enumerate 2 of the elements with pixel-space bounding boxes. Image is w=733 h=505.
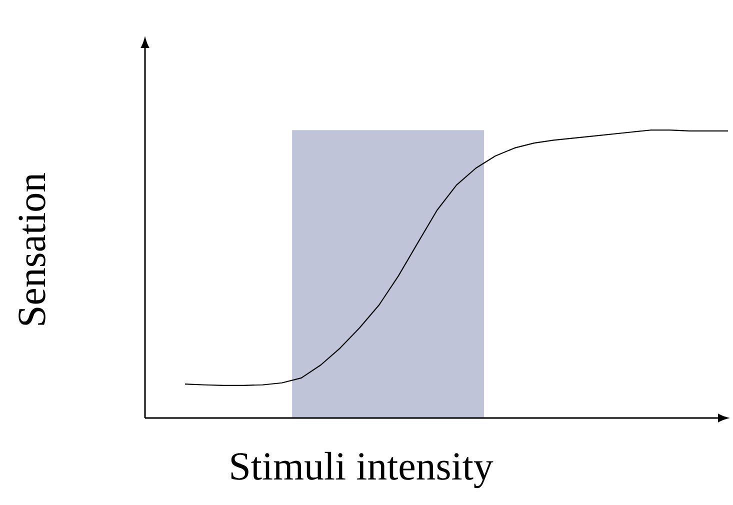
y-axis-title: Sensation	[18, 173, 46, 325]
x-axis-title: Stimuli intensity	[231, 452, 494, 488]
